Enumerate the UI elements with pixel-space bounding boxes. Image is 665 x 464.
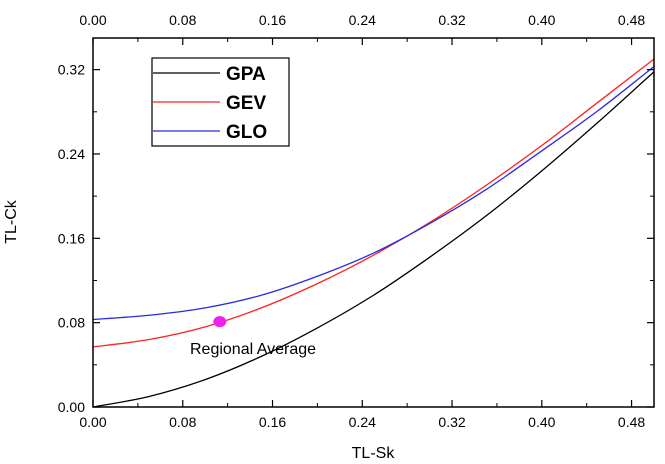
regional-average-label: Regional Average — [190, 341, 316, 358]
legend: GPA GEV GLO — [151, 57, 290, 147]
axis-ticks — [92, 38, 654, 408]
x-tick-label-top: 0.48 — [618, 12, 645, 28]
annotations: Regional Average — [190, 341, 316, 358]
series-line-gev — [92, 58, 655, 348]
y-tick-label: 0.24 — [58, 146, 85, 162]
y-tick-label: 0.08 — [58, 315, 85, 331]
x-axis-title: TL-Sk — [352, 445, 396, 462]
legend-label-glo: GLO — [226, 122, 267, 143]
x-tick-label-bottom: 0.48 — [618, 414, 645, 430]
legend-label-gpa: GPA — [226, 64, 266, 85]
plot-frame — [92, 37, 655, 408]
data-points — [213, 316, 227, 328]
x-tick-label-top: 0.40 — [528, 12, 555, 28]
x-tick-label-bottom: 0.40 — [528, 414, 555, 430]
x-tick-label-bottom: 0.08 — [169, 414, 196, 430]
series-line-gpa — [92, 71, 655, 408]
x-tick-label-bottom: 0.16 — [259, 414, 286, 430]
y-tick-label: 0.32 — [58, 62, 85, 78]
series-curves — [92, 58, 655, 408]
x-tick-label-top: 0.24 — [349, 12, 376, 28]
x-tick-label-top: 0.32 — [438, 12, 465, 28]
x-tick-label-top: 0.00 — [79, 12, 106, 28]
x-tick-label-bottom: 0.32 — [438, 414, 465, 430]
y-axis-title: TL-Ck — [3, 199, 20, 244]
legend-label-gev: GEV — [226, 93, 266, 114]
x-tick-label-bottom: 0.00 — [79, 414, 106, 430]
series-line-glo — [92, 65, 655, 321]
y-tick-label: 0.16 — [58, 230, 85, 246]
x-tick-label-top: 0.16 — [259, 12, 286, 28]
y-tick-label: 0.00 — [58, 399, 85, 415]
x-tick-label-top: 0.08 — [169, 12, 196, 28]
tick-labels: 0.000.000.080.080.160.160.240.240.320.32… — [58, 12, 646, 430]
x-tick-label-bottom: 0.24 — [349, 414, 376, 430]
regional-average-point — [213, 316, 227, 328]
